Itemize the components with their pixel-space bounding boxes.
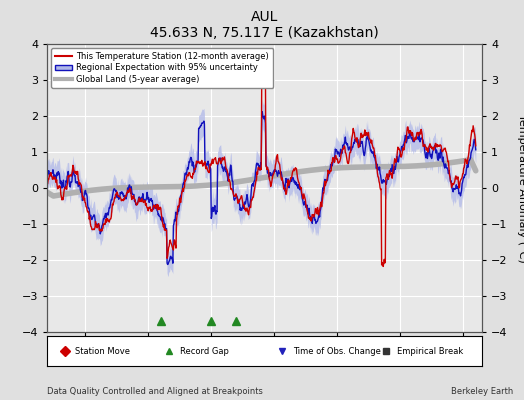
Text: Data Quality Controlled and Aligned at Breakpoints: Data Quality Controlled and Aligned at B… [47, 387, 263, 396]
Y-axis label: Temperature Anomaly (°C): Temperature Anomaly (°C) [517, 114, 524, 262]
Text: Empirical Break: Empirical Break [397, 346, 464, 356]
Title: AUL
45.633 N, 75.117 E (Kazakhstan): AUL 45.633 N, 75.117 E (Kazakhstan) [150, 10, 379, 40]
Text: Berkeley Earth: Berkeley Earth [451, 387, 514, 396]
Text: Record Gap: Record Gap [180, 346, 228, 356]
Text: Station Move: Station Move [75, 346, 130, 356]
Text: Time of Obs. Change: Time of Obs. Change [293, 346, 381, 356]
Legend: This Temperature Station (12-month average), Regional Expectation with 95% uncer: This Temperature Station (12-month avera… [51, 48, 273, 88]
